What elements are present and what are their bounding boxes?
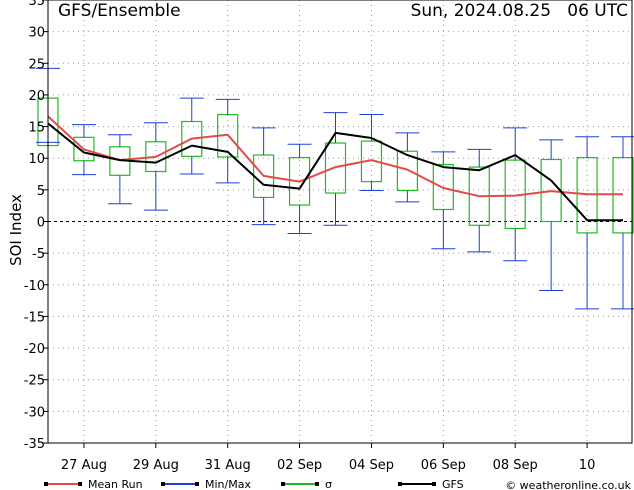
legend-label: σ xyxy=(325,478,332,490)
legend: Mean Run Min/Max σ GFS xyxy=(44,478,464,490)
y-tick-label: 35 xyxy=(28,0,45,9)
y-tick-label: -25 xyxy=(24,374,45,389)
x-tick-label: 08 Sep xyxy=(493,458,538,473)
legend-item-gfs: GFS xyxy=(398,478,464,490)
y-tick-label: 0 xyxy=(37,216,45,231)
y-tick-label: -10 xyxy=(24,279,45,294)
x-tick-label: 04 Sep xyxy=(349,458,394,473)
legend-label: Min/Max xyxy=(205,478,251,490)
legend-swatch-dot xyxy=(315,482,319,486)
y-tick-label: -15 xyxy=(24,310,45,325)
minmax-whiskers xyxy=(36,67,634,310)
y-tick-label: -35 xyxy=(24,437,45,452)
y-tick-label: 5 xyxy=(37,184,45,199)
legend-label: GFS xyxy=(442,478,464,490)
series-lines xyxy=(47,115,623,222)
x-tick-label: 06 Sep xyxy=(421,458,466,473)
legend-swatch-dot xyxy=(161,482,165,486)
legend-swatch-dot xyxy=(78,482,82,486)
chart-title: GFS/Ensemble xyxy=(58,1,181,21)
legend-swatch-dot xyxy=(432,482,436,486)
legend-item-min-max: Min/Max xyxy=(161,478,251,490)
y-tick-label: 30 xyxy=(28,26,45,41)
legend-item-mean-run: Mean Run xyxy=(44,478,143,490)
y-tick-label: -5 xyxy=(32,247,45,262)
legend-label: Mean Run xyxy=(88,478,143,490)
x-tick-label: 02 Sep xyxy=(277,458,322,473)
legend-item-σ: σ xyxy=(281,478,332,490)
x-tick-labels: 27 Aug 29 Aug 31 Aug 02 Sep 04 Sep 06 Sep 08 S… xyxy=(61,443,595,473)
x-tick-label: 10 xyxy=(579,458,596,473)
x-tick-label: 29 Aug xyxy=(133,458,179,473)
x-tick-label: 31 Aug xyxy=(205,458,251,473)
y-tick-label: 10 xyxy=(28,152,45,167)
y-tick-label: 15 xyxy=(28,121,45,136)
legend-swatch-dot xyxy=(398,482,402,486)
mean-run-line xyxy=(47,115,623,198)
y-axis-label: SOI Index xyxy=(7,194,25,266)
legend-swatch-dot xyxy=(44,482,48,486)
credit-text: © weatheronline.co.uk xyxy=(505,479,631,490)
legend-swatch-dot xyxy=(195,482,199,486)
x-tick-label: 27 Aug xyxy=(61,458,107,473)
y-tick-label: -30 xyxy=(24,405,45,420)
y-tick-label: 20 xyxy=(28,89,45,104)
y-tick-labels: -35 -30 -25 -20 -15 -10 -5 0 5 10 15 20 25 30 35 xyxy=(24,0,48,452)
y-tick-label: 25 xyxy=(28,57,45,72)
chart-datetime: Sun, 2024.08.25 06 UTC xyxy=(411,1,628,21)
legend-swatch-dot xyxy=(281,482,285,486)
gfs-line xyxy=(47,122,623,222)
y-tick-label: -20 xyxy=(24,342,45,357)
